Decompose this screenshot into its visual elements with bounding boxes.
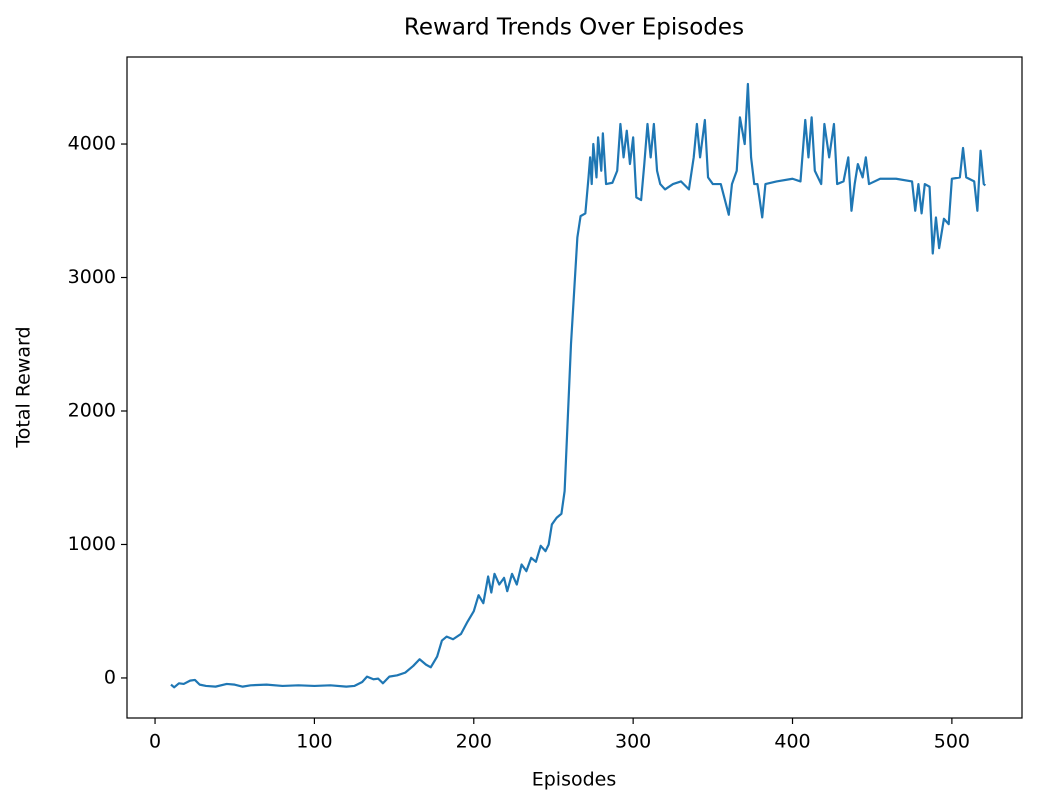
x-tick-label: 200 <box>456 731 492 753</box>
line <box>170 82 987 689</box>
y-tick-label: 2000 <box>68 399 116 421</box>
x-tick-label: 100 <box>296 731 332 753</box>
x-tick-label: 500 <box>934 731 970 753</box>
x-tick-label: 300 <box>615 731 651 753</box>
y-tick-label: 4000 <box>68 133 116 155</box>
y-axis-label: Total Reward <box>13 326 35 448</box>
x-tick-label: 400 <box>774 731 810 753</box>
y-tick-label: 0 <box>104 666 116 688</box>
x-axis-label: Episodes <box>532 769 617 791</box>
chart-title: Reward Trends Over Episodes <box>404 15 744 41</box>
plot-frame <box>126 56 1023 719</box>
y-tick-label: 3000 <box>68 266 116 288</box>
y-tick-label: 1000 <box>68 533 116 555</box>
x-tick-label: 0 <box>149 731 161 753</box>
